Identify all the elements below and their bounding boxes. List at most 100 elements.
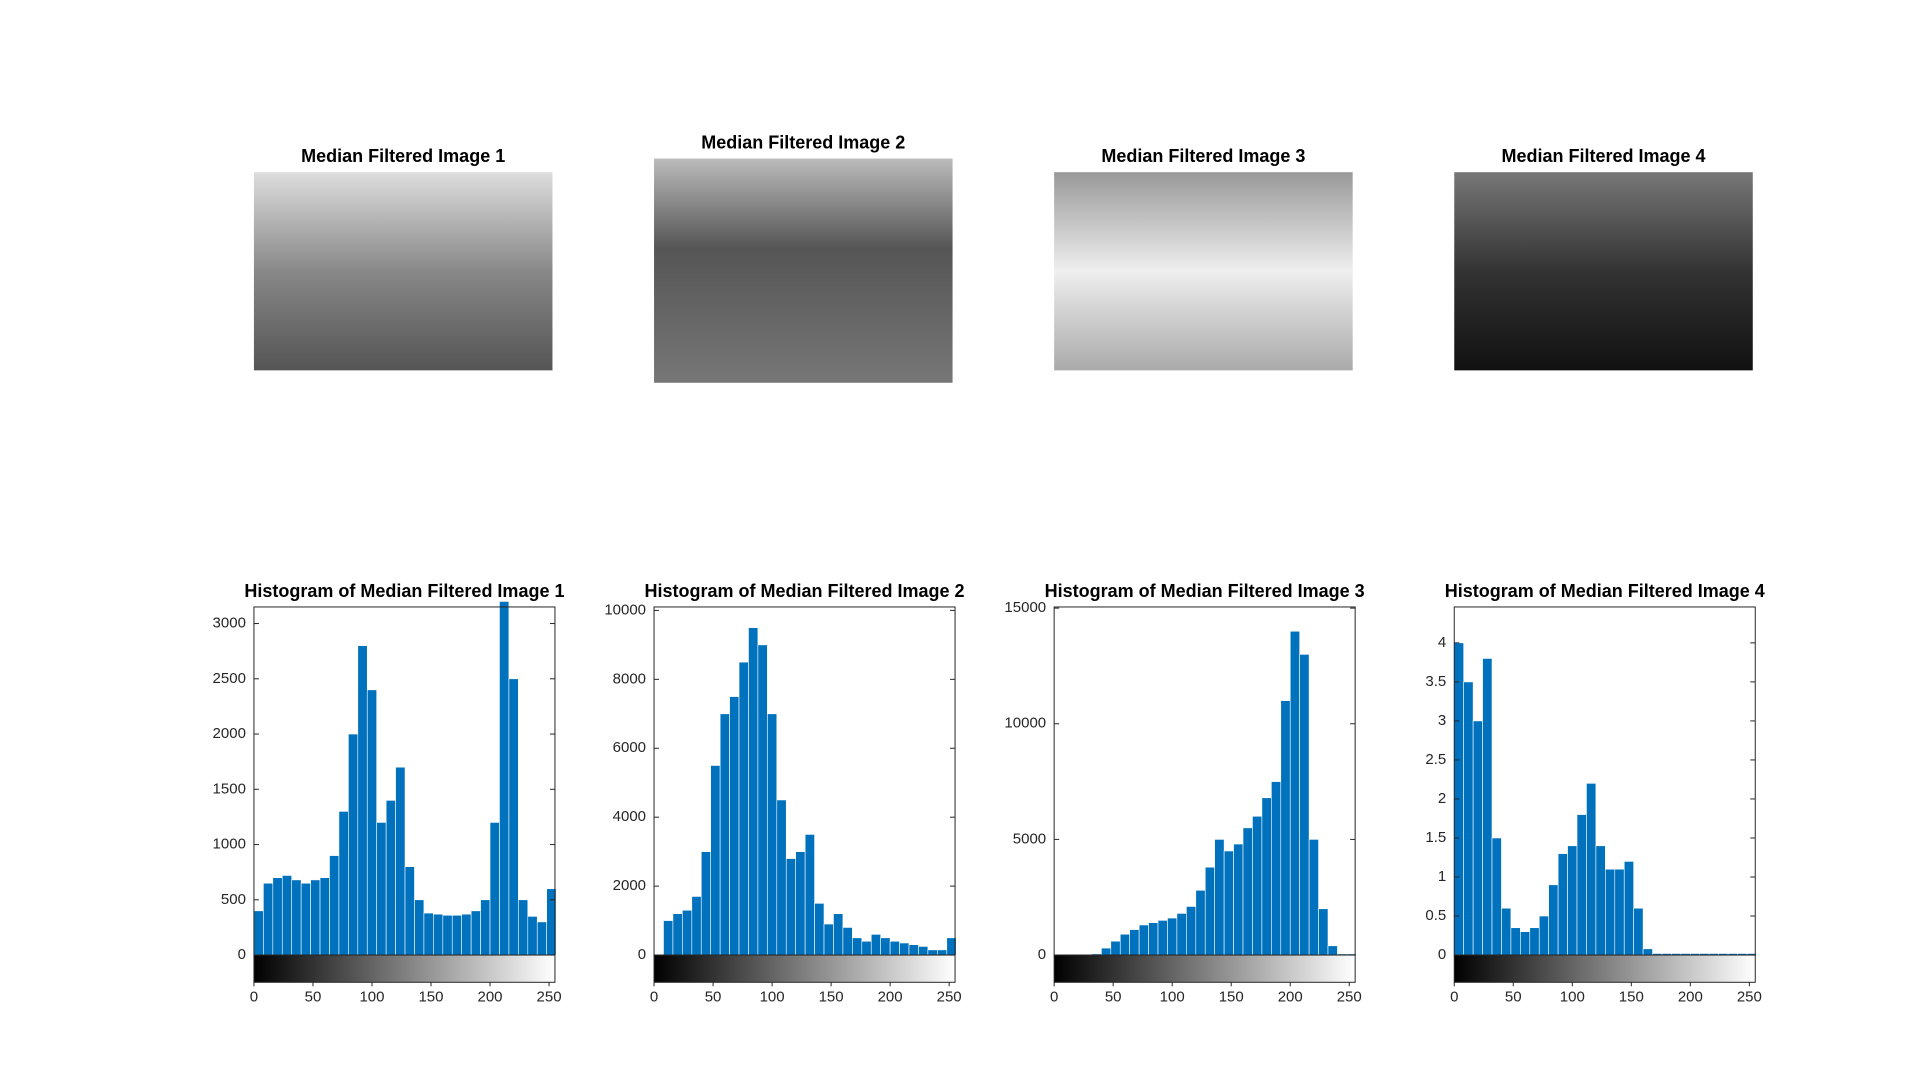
- bar: [1327, 945, 1338, 956]
- x-tick-label: 150: [1619, 988, 1644, 1005]
- bar: [1557, 853, 1568, 956]
- bar: [423, 912, 434, 956]
- bar: [918, 946, 929, 956]
- y-tick-label: 10000: [604, 601, 646, 618]
- y-tick-label: 1000: [213, 836, 246, 853]
- bar: [908, 944, 919, 956]
- bar: [814, 903, 825, 956]
- bar: [1110, 940, 1121, 956]
- bar: [1529, 927, 1540, 956]
- x-tick-label: 100: [359, 988, 384, 1005]
- bar: [748, 627, 759, 956]
- x-tick-label: 150: [418, 988, 443, 1005]
- bar: [489, 822, 500, 956]
- bar: [518, 899, 529, 956]
- bar: [1642, 948, 1653, 956]
- image-title: Median Filtered Image 3: [1101, 146, 1305, 166]
- y-tick-label: 2: [1438, 790, 1446, 807]
- bar: [281, 875, 293, 956]
- bar: [433, 913, 444, 956]
- x-tick-label: 250: [1337, 988, 1362, 1005]
- x-tick-label: 250: [1737, 988, 1762, 1005]
- bar: [1157, 920, 1168, 956]
- bar: [291, 879, 302, 956]
- bar: [414, 899, 425, 956]
- bar: [442, 914, 453, 956]
- colorbar: [1053, 954, 1356, 983]
- bar: [451, 914, 462, 956]
- bar: [691, 896, 702, 956]
- y-tick-label: 4000: [613, 808, 646, 825]
- bar: [376, 822, 387, 956]
- y-tick-label: 10000: [1004, 715, 1046, 732]
- bar: [1595, 845, 1606, 956]
- y-tick-label: 3: [1438, 712, 1446, 729]
- x-tick-label: 0: [1450, 988, 1458, 1005]
- image: [654, 158, 953, 383]
- bar: [319, 877, 330, 956]
- bar: [1633, 907, 1644, 956]
- bar: [700, 851, 711, 956]
- bar: [527, 916, 538, 956]
- bar: [785, 858, 796, 956]
- bar: [508, 678, 519, 956]
- colorbar: [653, 954, 956, 983]
- bar: [366, 689, 377, 956]
- x-tick-label: 150: [819, 988, 844, 1005]
- y-tick-label: 15000: [1004, 599, 1046, 616]
- bar: [1204, 866, 1215, 956]
- bar: [1576, 814, 1587, 956]
- bar: [1299, 654, 1310, 956]
- bar: [852, 937, 863, 956]
- bar: [1233, 843, 1244, 956]
- bar: [1280, 700, 1291, 956]
- x-tick-label: 50: [1105, 988, 1122, 1005]
- bar: [348, 733, 359, 956]
- bar: [1548, 884, 1559, 956]
- y-tick-label: 2.5: [1425, 751, 1446, 768]
- bar: [889, 940, 900, 956]
- bar: [710, 765, 721, 956]
- bar: [663, 920, 674, 956]
- x-tick-label: 200: [878, 988, 903, 1005]
- bar: [1261, 797, 1272, 956]
- bar: [310, 879, 321, 956]
- colorbar: [1453, 954, 1756, 983]
- bar: [719, 713, 730, 956]
- bar: [1138, 924, 1149, 956]
- x-tick-label: 0: [250, 988, 258, 1005]
- chart-title: Histogram of Median Filtered Image 1: [244, 581, 564, 601]
- bar: [1623, 861, 1634, 956]
- y-tick-label: 1.5: [1425, 829, 1446, 846]
- bar: [480, 899, 491, 956]
- bar: [899, 942, 910, 956]
- bar: [757, 644, 768, 956]
- bar: [804, 834, 815, 956]
- bar: [880, 937, 891, 956]
- bar: [1463, 681, 1474, 956]
- bar: [1614, 868, 1625, 956]
- colorbar: [253, 954, 556, 983]
- bar: [1605, 868, 1616, 956]
- image-title: Median Filtered Image 2: [701, 132, 905, 152]
- x-tick-label: 250: [937, 988, 962, 1005]
- x-tick-label: 0: [1050, 988, 1058, 1005]
- x-tick-label: 50: [705, 988, 722, 1005]
- bar: [461, 913, 472, 956]
- bar: [272, 877, 283, 956]
- bar: [499, 601, 510, 956]
- bar: [1586, 783, 1597, 956]
- bar: [536, 921, 547, 956]
- y-tick-label: 1: [1438, 868, 1446, 885]
- bar: [833, 913, 844, 956]
- image-title: Median Filtered Image 4: [1501, 146, 1705, 166]
- y-tick-label: 1500: [213, 780, 246, 797]
- x-tick-label: 0: [650, 988, 658, 1005]
- bar: [1491, 837, 1502, 956]
- bar: [729, 696, 740, 956]
- y-tick-label: 2000: [613, 877, 646, 894]
- bar: [1242, 827, 1253, 956]
- y-tick-label: 0: [638, 946, 646, 963]
